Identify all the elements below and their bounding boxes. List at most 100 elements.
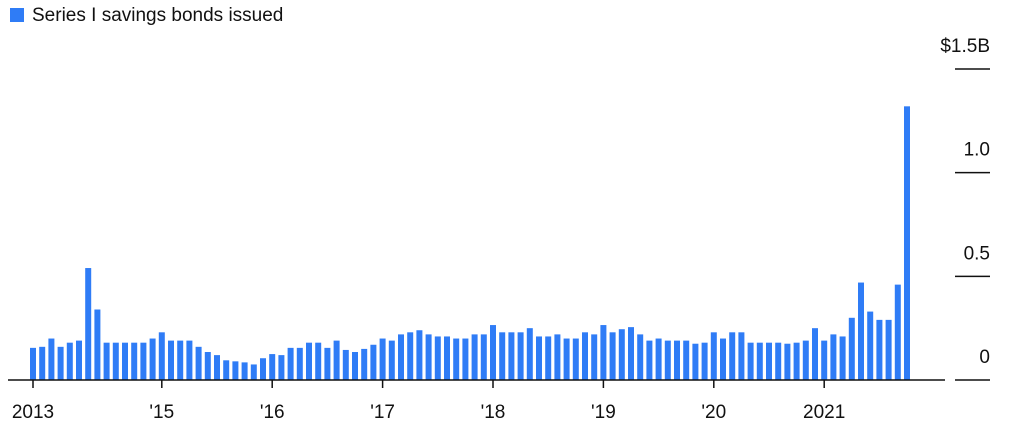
bar (591, 334, 598, 380)
bar (250, 364, 257, 380)
y-tick-label: 0 (979, 347, 990, 368)
bar (471, 334, 478, 380)
bar (315, 342, 322, 380)
bar (775, 342, 782, 380)
bar (94, 309, 101, 380)
bar (867, 311, 874, 380)
bar (223, 360, 230, 380)
bar (204, 352, 211, 380)
bar (333, 340, 340, 380)
bar (66, 342, 73, 380)
x-tick-label: '16 (260, 402, 285, 423)
bar (858, 282, 864, 380)
y-tick-label: $1.5B (940, 36, 990, 57)
bar (388, 340, 395, 380)
bar (352, 352, 358, 380)
bar (57, 346, 64, 380)
x-tick-label: '18 (481, 402, 506, 423)
bar (683, 340, 690, 380)
bar (738, 332, 745, 380)
bar (112, 342, 119, 380)
bar (720, 338, 726, 380)
bar (39, 346, 46, 380)
bar (122, 342, 128, 380)
bar (563, 338, 570, 380)
bar (637, 334, 644, 380)
bar (131, 342, 138, 380)
bar (177, 340, 184, 380)
bar (398, 334, 404, 380)
bar (756, 342, 763, 380)
bar (904, 106, 910, 380)
bar (517, 332, 524, 380)
bar (536, 336, 542, 380)
bar (894, 284, 901, 380)
x-tick-label: 2013 (12, 402, 54, 423)
x-tick-label: '17 (370, 402, 395, 423)
bar (545, 336, 552, 380)
bar (848, 317, 855, 380)
x-tick-label: '19 (591, 402, 616, 423)
bar (710, 332, 717, 380)
bar (830, 334, 837, 380)
bar (701, 342, 708, 380)
bar (766, 342, 772, 380)
x-tick-label: 2021 (803, 402, 845, 423)
y-tick-label: 1.0 (964, 140, 990, 161)
bar (812, 328, 818, 380)
bar (554, 334, 561, 380)
bar (784, 343, 791, 380)
bar (600, 325, 607, 380)
bar (324, 347, 331, 380)
bar (885, 319, 892, 380)
bar (628, 327, 634, 380)
bar (444, 336, 450, 380)
bar (306, 342, 312, 380)
bar (158, 332, 165, 380)
bar (416, 330, 423, 380)
bar (361, 348, 368, 380)
bar (876, 319, 883, 380)
bar (195, 346, 202, 380)
bar (490, 325, 496, 380)
y-tick-label: 0.5 (964, 243, 990, 264)
bar (646, 340, 653, 380)
bar (186, 340, 193, 380)
bar (379, 338, 386, 380)
bar (287, 347, 294, 380)
bar (664, 340, 671, 380)
bar (278, 355, 285, 380)
x-tick-label: '20 (701, 402, 726, 423)
bar (370, 344, 377, 380)
bar (30, 347, 36, 380)
bar (462, 338, 469, 380)
bar (103, 342, 110, 380)
bar (140, 342, 147, 380)
legend-label: Series I savings bonds issued (32, 5, 283, 26)
bar (618, 329, 625, 380)
bar (342, 349, 349, 380)
bar (269, 354, 276, 380)
bar (839, 336, 846, 380)
bar (168, 340, 174, 380)
bar (747, 342, 754, 380)
bar (692, 343, 699, 380)
bar (729, 332, 736, 380)
x-tick-label: '15 (149, 402, 174, 423)
bar (674, 340, 680, 380)
bar (434, 336, 441, 380)
bar (76, 340, 82, 380)
bar (802, 340, 809, 380)
bar (582, 332, 588, 380)
bar (453, 338, 460, 380)
bar (499, 332, 506, 380)
bar (296, 347, 303, 380)
bar (793, 342, 800, 380)
legend-swatch (10, 8, 24, 22)
bar (572, 338, 579, 380)
bar (821, 340, 828, 380)
bar (407, 332, 414, 380)
bar (260, 358, 266, 380)
bar (425, 334, 432, 380)
